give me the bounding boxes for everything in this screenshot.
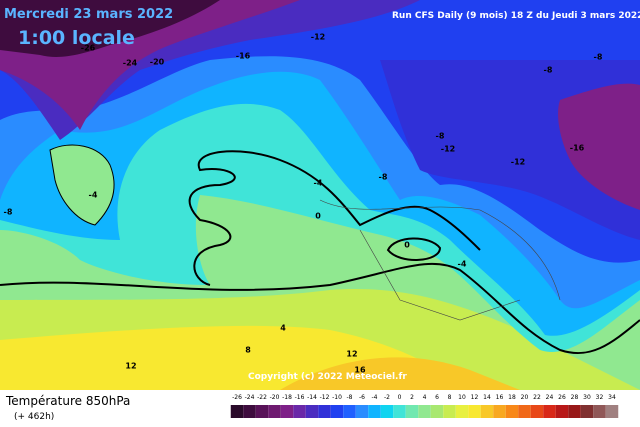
scale-swatch bbox=[318, 405, 331, 418]
scale-tick-label: 8 bbox=[448, 394, 452, 401]
scale-tick-label: -6 bbox=[359, 394, 365, 401]
scale-swatch bbox=[405, 405, 419, 418]
time-label: 1:00 locale bbox=[18, 27, 135, 49]
scale-swatch bbox=[480, 405, 494, 418]
contour-label: -12 bbox=[441, 145, 455, 154]
scale-tick-label: -2 bbox=[384, 394, 390, 401]
scale-tick-label: -8 bbox=[347, 394, 353, 401]
scale-swatch bbox=[518, 405, 531, 418]
contour-label: -12 bbox=[511, 158, 525, 167]
scale-swatch bbox=[305, 405, 319, 418]
scale-swatch bbox=[443, 405, 456, 418]
contour-label: -16 bbox=[570, 144, 585, 153]
contour-label: -16 bbox=[236, 52, 251, 61]
legend-title: Température 850hPa bbox=[5, 394, 130, 408]
scale-swatch bbox=[505, 405, 519, 418]
contour-label: -4 bbox=[89, 191, 98, 200]
contour-label: 12 bbox=[346, 350, 357, 359]
contour-label: -24 bbox=[123, 59, 138, 68]
contour-label: 8 bbox=[245, 346, 251, 355]
scale-tick-label: 32 bbox=[596, 394, 604, 401]
scale-swatch bbox=[230, 405, 244, 418]
date-label: Mercredi 23 mars 2022 bbox=[4, 7, 173, 22]
scale-tick-label: 28 bbox=[571, 394, 579, 401]
scale-tick-label: -16 bbox=[295, 394, 305, 401]
scale-swatch bbox=[280, 405, 294, 418]
scale-tick-label: 10 bbox=[458, 394, 466, 401]
scale-tick-label: -12 bbox=[320, 394, 330, 401]
scale-swatch bbox=[330, 405, 344, 418]
contour-labels: -26 -24 -20 -16 -12 -8 -8 -8 -12 -12 -16 -4 -8 -4 -8 0 0… bbox=[4, 33, 603, 375]
scale-tick-label: 6 bbox=[435, 394, 439, 401]
run-label: Run CFS Daily (9 mois) 18 Z du Jeudi 3 m… bbox=[392, 11, 640, 21]
contour-label: -20 bbox=[150, 58, 165, 67]
scale-tick-label: 2 bbox=[410, 394, 414, 401]
scale-swatch bbox=[593, 405, 606, 418]
scale-tick-label: 18 bbox=[508, 394, 516, 401]
scale-swatch bbox=[430, 405, 444, 418]
scale-swatch bbox=[543, 405, 556, 418]
scale-tick-label: -24 bbox=[245, 394, 255, 401]
scale-swatch bbox=[268, 405, 281, 418]
scale-swatch bbox=[555, 405, 569, 418]
scale-tick-label: 16 bbox=[496, 394, 504, 401]
scale-swatch bbox=[455, 405, 469, 418]
scale-tick-label: 34 bbox=[608, 394, 616, 401]
scale-swatch bbox=[368, 405, 381, 418]
scale-tick-label: 14 bbox=[483, 394, 491, 401]
contour-label: -8 bbox=[379, 173, 388, 182]
scale-tick-label: -22 bbox=[257, 394, 267, 401]
scale-tick-label: 22 bbox=[533, 394, 541, 401]
contour-label: -8 bbox=[4, 208, 13, 217]
contour-label: 4 bbox=[280, 324, 286, 333]
copyright: Copyright (c) 2022 Meteociel.fr bbox=[248, 372, 407, 382]
scale-tick-label: -4 bbox=[372, 394, 378, 401]
scale-swatch bbox=[380, 405, 394, 418]
scale-swatch bbox=[293, 405, 306, 418]
scale-swatch bbox=[255, 405, 269, 418]
scale-swatch bbox=[493, 405, 506, 418]
contour-label: -8 bbox=[594, 53, 603, 62]
scale-swatch bbox=[418, 405, 431, 418]
scale-swatch bbox=[468, 405, 481, 418]
scale-tick-label: -26 bbox=[232, 394, 242, 401]
contour-label: 0 bbox=[315, 212, 321, 221]
scale-swatch bbox=[530, 405, 544, 418]
contour-label: -4 bbox=[458, 260, 467, 269]
contour-label: -4 bbox=[314, 179, 323, 188]
scale-swatch bbox=[243, 405, 256, 418]
scale-tick-label: 12 bbox=[471, 394, 479, 401]
contour-label: -8 bbox=[544, 66, 553, 75]
contour-label: -26 bbox=[81, 44, 96, 53]
contour-label: 16 bbox=[354, 366, 366, 375]
scale-tick-label: 0 bbox=[398, 394, 402, 401]
scale-tick-label: 4 bbox=[423, 394, 427, 401]
contour-label: 0 bbox=[404, 241, 410, 250]
contour-label: -12 bbox=[311, 33, 325, 42]
color-scale: -26 -24 -22 -20 -18 -16 -14 -12 -10 -8 -6 -4 -2 0 2 4 6 8… bbox=[230, 394, 619, 418]
scale-tick-label: -14 bbox=[307, 394, 317, 401]
scale-tick-label: 20 bbox=[521, 394, 529, 401]
scale-tick-label: 26 bbox=[558, 394, 566, 401]
scale-swatch bbox=[355, 405, 369, 418]
scale-swatch bbox=[568, 405, 581, 418]
legend-subtitle: (+ 462h) bbox=[14, 412, 54, 422]
scale-tick-label: 30 bbox=[583, 394, 591, 401]
map: Mercredi 23 mars 2022 1:00 locale Run CF… bbox=[0, 0, 640, 390]
scale-swatch bbox=[343, 405, 356, 418]
contour-label: -8 bbox=[436, 132, 445, 141]
scale-swatch bbox=[605, 405, 619, 418]
scale-tick-label: -10 bbox=[332, 394, 342, 401]
scale-swatch bbox=[580, 405, 594, 418]
scale-tick-label: 24 bbox=[546, 394, 554, 401]
scale-tick-label: -18 bbox=[282, 394, 292, 401]
scale-swatch bbox=[393, 405, 406, 418]
contour-label: 12 bbox=[125, 362, 136, 371]
scale-tick-label: -20 bbox=[270, 394, 280, 401]
